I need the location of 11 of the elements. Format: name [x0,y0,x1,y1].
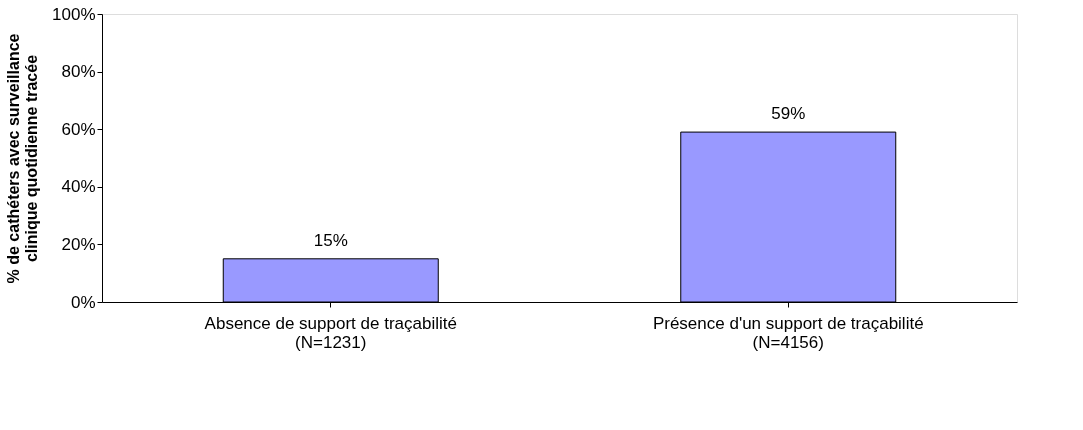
x-tick-label: Absence de support de traçabilité (N=1231) [204,313,457,352]
y-tick-label: 80% [61,62,96,82]
y-axis-title: % de cathéters avec surveillance clinique quotidienne tracée [5,33,41,284]
data-label: 15% [313,230,348,250]
y-tick-label: 0% [70,292,96,312]
y-tick-label: 20% [61,234,96,254]
y-tick-label: 100% [52,4,96,24]
x-tick-label: Présence d'un support de traçabilité (N=4156) [652,313,924,352]
y-tick-label: 40% [61,177,96,197]
y-tick-label: 60% [61,119,96,139]
data-label: 59% [771,104,806,124]
